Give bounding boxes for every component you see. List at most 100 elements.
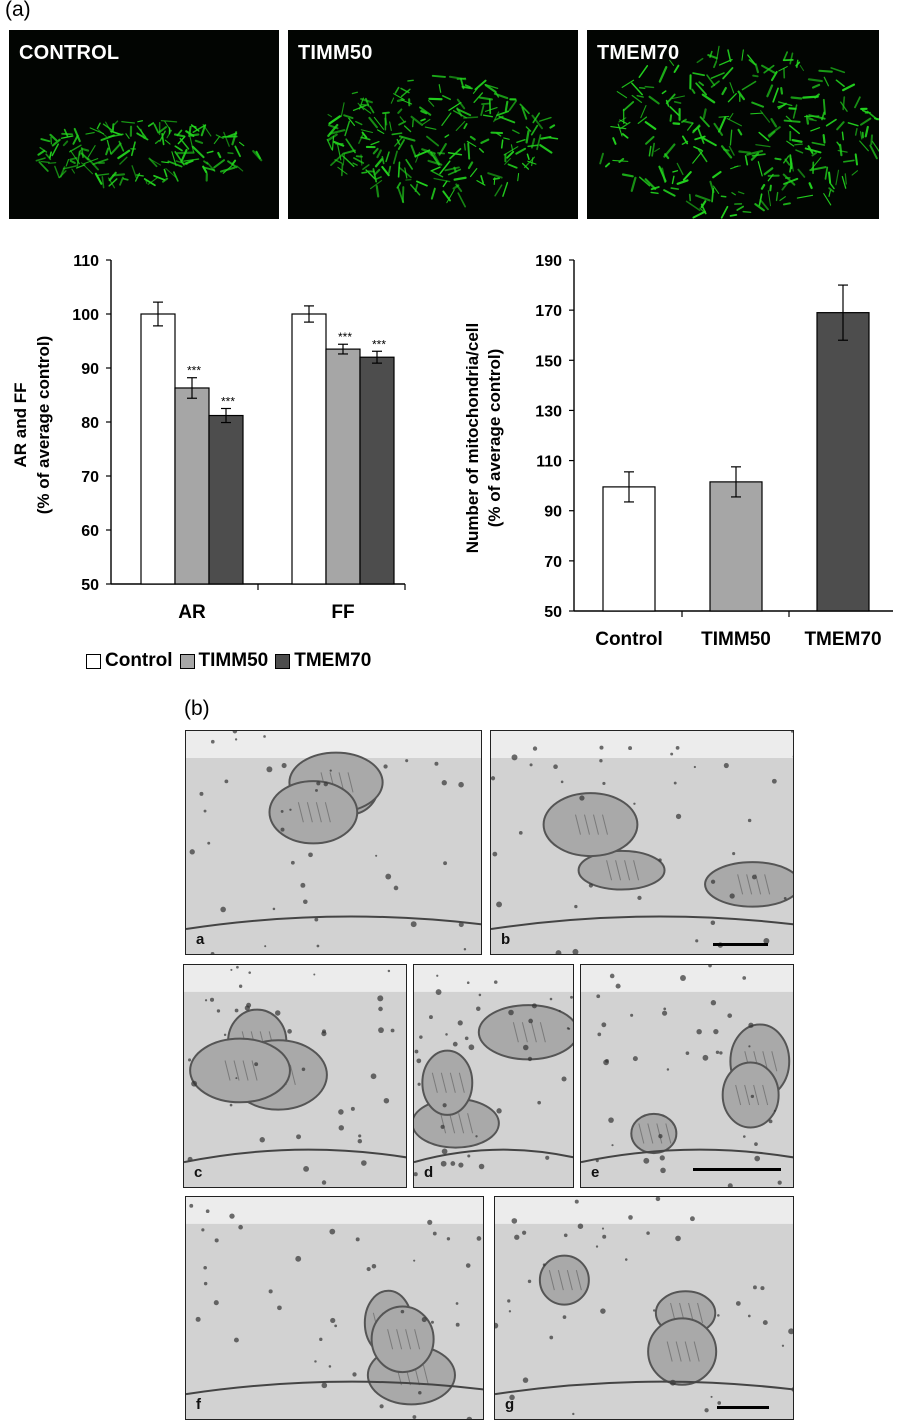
crista — [289, 1064, 296, 1086]
mitochondrion-fiber — [358, 133, 364, 144]
mitochondrion-fiber — [539, 144, 553, 154]
granule — [207, 841, 211, 845]
mitochondrion-fiber — [638, 176, 651, 187]
em-panel-label: b — [501, 931, 511, 948]
legend-label: Control — [105, 650, 173, 671]
mitochondrion-fiber — [859, 117, 872, 126]
granule — [452, 1041, 458, 1047]
mitochondrion-fiber — [352, 104, 367, 111]
mitochondrion-fiber — [410, 115, 424, 126]
granule — [754, 1155, 761, 1162]
mitochondrion-fiber — [328, 115, 342, 125]
significance-mark: *** — [372, 337, 386, 351]
scale-bar — [717, 1406, 769, 1409]
granule — [570, 995, 573, 999]
granule — [238, 984, 243, 988]
mitochondrion-fiber — [80, 152, 90, 161]
granule — [371, 1264, 377, 1269]
crista — [575, 814, 581, 835]
mitochondrion-fiber — [694, 135, 706, 141]
mitochondrion-fiber — [696, 57, 704, 64]
em-panel-label: c — [194, 1164, 203, 1181]
mitochondrion — [647, 1317, 718, 1386]
crista — [440, 1113, 447, 1134]
mitochondrion-fiber — [480, 138, 490, 144]
granule — [319, 1337, 323, 1342]
mitochondrion-fiber — [442, 95, 451, 101]
mitochondrion-fiber — [108, 178, 118, 187]
mitochondrion-fiber — [775, 191, 779, 202]
y-tick-label: 80 — [81, 415, 99, 432]
mitochondrion-fiber — [456, 98, 466, 110]
mitochondrion-fiber — [495, 91, 500, 98]
mitochondrion-fiber — [40, 161, 50, 163]
granule — [263, 735, 266, 738]
mitochondrion-fiber — [433, 153, 441, 165]
granule — [377, 995, 384, 1002]
granule — [220, 906, 226, 913]
mitochondrion-fiber — [658, 66, 668, 83]
granule — [350, 1106, 355, 1111]
mitochondrion-fiber — [484, 106, 498, 112]
mitochondrion-fiber — [328, 129, 346, 135]
mitochondrion-fiber — [536, 134, 542, 151]
mitochondrion-fiber — [331, 135, 335, 151]
granule — [588, 883, 593, 888]
granule — [732, 852, 736, 856]
legend-item-tmem70: TMEM70 — [275, 650, 371, 672]
mitochondrion-fiber — [49, 133, 58, 142]
mitochondrion-fiber — [219, 166, 236, 173]
granule — [652, 1309, 656, 1312]
mitochondrion-fiber — [444, 166, 460, 172]
granule — [549, 1335, 554, 1340]
mitochondrion-fiber — [754, 203, 765, 212]
mitochondrion-fiber — [389, 121, 392, 132]
mitochondrion-fiber — [355, 120, 363, 126]
granule — [646, 1231, 650, 1235]
mitochondrion-fiber — [177, 135, 186, 145]
mitochondrion-fiber — [737, 191, 745, 195]
granule — [275, 1010, 281, 1016]
mitochondrion-fiber — [81, 162, 93, 175]
mitochondrion-fiber — [487, 172, 503, 179]
electron-micrograph — [491, 731, 793, 954]
mitochondrion-fiber — [456, 108, 472, 117]
mitochondrion-fiber — [828, 187, 835, 193]
mitochondrion-fiber — [713, 60, 718, 69]
granule — [416, 1058, 422, 1064]
mitochondrion-fiber — [751, 101, 765, 108]
crista — [251, 1060, 258, 1081]
mitochondrion-fiber — [419, 106, 432, 116]
mitochondrion-fiber — [97, 173, 110, 176]
mitochondrion-fiber — [707, 54, 718, 60]
granule — [254, 1062, 259, 1067]
granule — [710, 920, 716, 925]
granule — [615, 983, 621, 989]
granule — [316, 781, 321, 786]
mitochondrion-fiber — [153, 123, 160, 134]
granule — [680, 975, 686, 981]
mitochondrion-fiber — [692, 210, 706, 219]
mitochondrion-fiber — [828, 190, 831, 197]
mitochondrion-fiber — [202, 165, 208, 174]
mitochondrion-fiber — [466, 140, 477, 147]
mitochondrion-fiber — [767, 190, 772, 207]
mitochondrion-fiber — [373, 168, 381, 176]
crista — [315, 802, 322, 823]
mitochondrion-fiber — [599, 152, 604, 165]
significance-mark: *** — [187, 364, 201, 378]
granule — [555, 950, 562, 954]
mitochondrion-fiber — [54, 165, 60, 179]
mitochondrion-fiber — [828, 171, 832, 184]
granule — [763, 938, 770, 944]
mitochondrion-fiber — [448, 102, 462, 111]
granule — [478, 1163, 485, 1170]
y-tick-label: 50 — [81, 577, 99, 594]
mitochondrion-fiber — [697, 148, 708, 163]
mitochondrion-fiber — [234, 145, 241, 158]
granule — [300, 882, 306, 888]
mitochondrion-fiber — [448, 75, 467, 81]
mitochondrion-fiber — [795, 61, 801, 67]
mitochondrion-fiber — [165, 168, 177, 178]
y-axis-label: Number of mitochondria/cell — [463, 323, 482, 553]
